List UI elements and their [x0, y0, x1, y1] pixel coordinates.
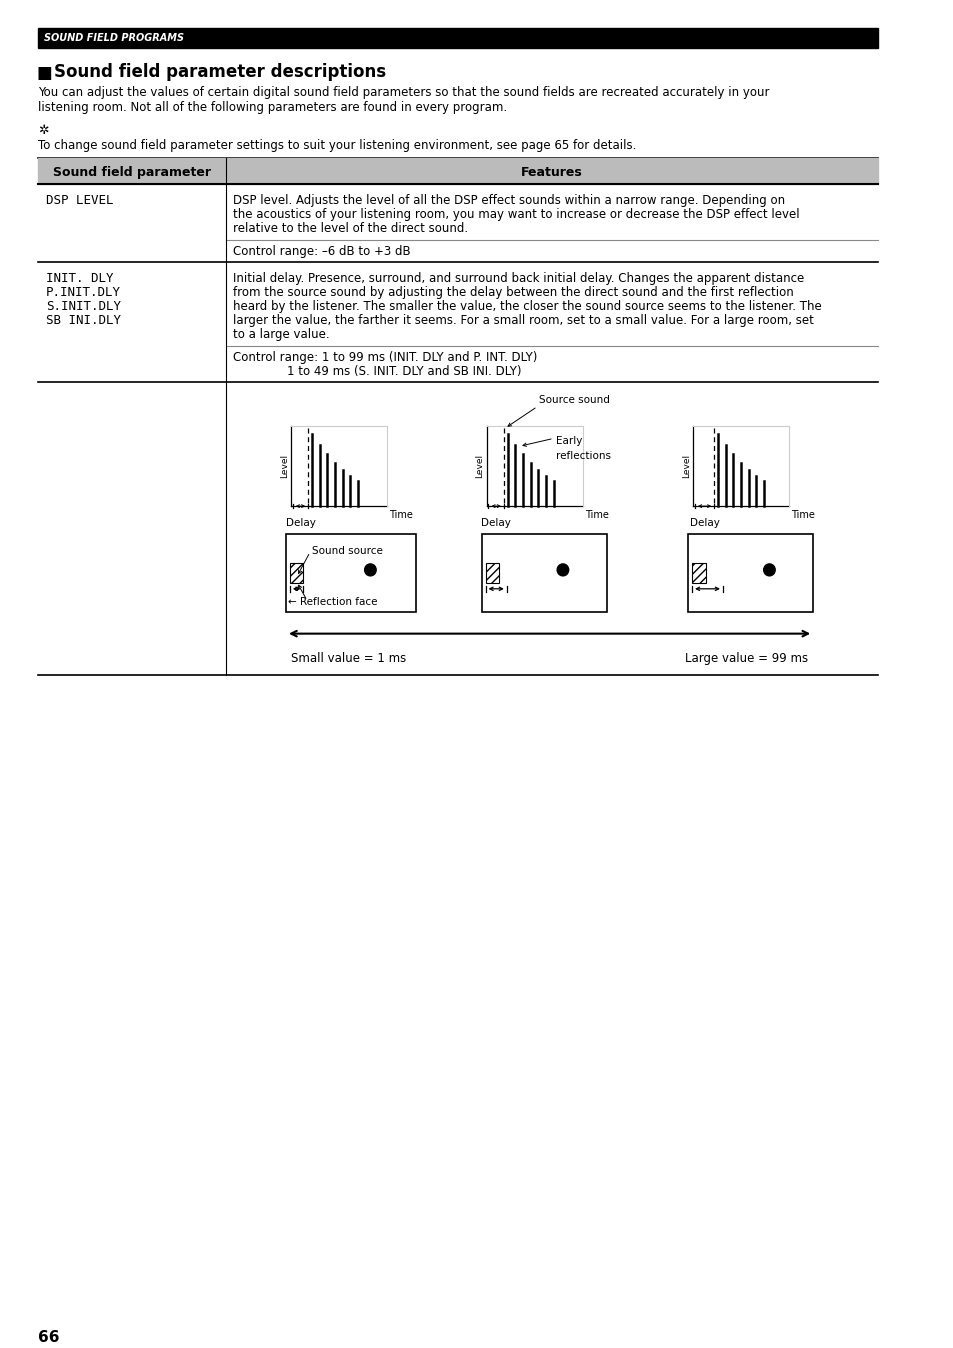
Text: DSP level. Adjusts the level of all the DSP effect sounds within a narrow range.: DSP level. Adjusts the level of all the … [233, 194, 784, 208]
Text: Delay: Delay [285, 518, 315, 528]
Text: reflections: reflections [556, 452, 610, 461]
Text: Small value = 1 ms: Small value = 1 ms [291, 651, 406, 665]
Bar [485, 563, 498, 582]
Bar [290, 563, 303, 582]
Text: Level: Level [279, 454, 289, 479]
Bar [691, 563, 705, 582]
Text: Features: Features [520, 166, 582, 179]
Text: Time: Time [389, 510, 413, 520]
Text: S.INIT.DLY: S.INIT.DLY [46, 299, 121, 313]
Text: Sound field parameter descriptions: Sound field parameter descriptions [53, 63, 386, 81]
Text: DSP LEVEL: DSP LEVEL [46, 194, 113, 208]
Text: Control range: 1 to 99 ms (INIT. DLY and P. INT. DLY): Control range: 1 to 99 ms (INIT. DLY and… [233, 350, 537, 364]
Circle shape [762, 563, 775, 576]
Text: 66: 66 [38, 1330, 60, 1345]
Bar [286, 534, 416, 612]
Text: from the source sound by adjusting the delay between the direct sound and the fi: from the source sound by adjusting the d… [233, 286, 793, 299]
Text: You can adjust the values of certain digital sound field parameters so that the : You can adjust the values of certain dig… [38, 86, 769, 98]
Text: relative to the level of the direct sound.: relative to the level of the direct soun… [233, 222, 468, 235]
Text: ■: ■ [36, 63, 52, 82]
Text: 1 to 49 ms (S. INIT. DLY and SB INI. DLY): 1 to 49 ms (S. INIT. DLY and SB INI. DLY… [287, 365, 521, 377]
Text: listening room. Not all of the following parameters are found in every program.: listening room. Not all of the following… [38, 101, 507, 113]
Bar [481, 534, 606, 612]
Circle shape [557, 563, 568, 576]
Text: Sound source: Sound source [312, 546, 382, 555]
Text: To change sound field parameter settings to suit your listening environment, see: To change sound field parameter settings… [38, 139, 636, 152]
Text: SB INI.DLY: SB INI.DLY [46, 314, 121, 326]
Text: the acoustics of your listening room, you may want to increase or decrease the D: the acoustics of your listening room, yo… [233, 208, 800, 221]
Text: Early: Early [556, 437, 581, 446]
Circle shape [364, 563, 375, 576]
Text: Control range: –6 dB to +3 dB: Control range: –6 dB to +3 dB [233, 245, 411, 257]
Text: SOUND FIELD PROGRAMS: SOUND FIELD PROGRAMS [44, 32, 184, 43]
Text: larger the value, the farther it seems. For a small room, set to a small value. : larger the value, the farther it seems. … [233, 314, 814, 326]
Text: to a large value.: to a large value. [233, 328, 330, 341]
Text: heard by the listener. The smaller the value, the closer the sound source seems : heard by the listener. The smaller the v… [233, 299, 821, 313]
Text: INIT. DLY: INIT. DLY [46, 272, 113, 284]
Text: Level: Level [475, 454, 484, 479]
Text: P.INIT.DLY: P.INIT.DLY [46, 286, 121, 299]
Bar [38, 159, 877, 185]
Text: Time: Time [584, 510, 608, 520]
Text: Level: Level [681, 454, 690, 479]
Bar [687, 534, 812, 612]
Text: Delay: Delay [689, 518, 719, 528]
Text: Large value = 99 ms: Large value = 99 ms [684, 651, 807, 665]
Text: Initial delay. Presence, surround, and surround back initial delay. Changes the : Initial delay. Presence, surround, and s… [233, 272, 803, 284]
Text: Delay: Delay [480, 518, 511, 528]
Text: ← Reflection face: ← Reflection face [288, 597, 377, 607]
Text: Source sound: Source sound [538, 395, 610, 404]
Text: Time: Time [790, 510, 814, 520]
Text: ✲: ✲ [38, 124, 49, 136]
Bar [38, 28, 877, 47]
Text: Sound field parameter: Sound field parameter [53, 166, 211, 179]
